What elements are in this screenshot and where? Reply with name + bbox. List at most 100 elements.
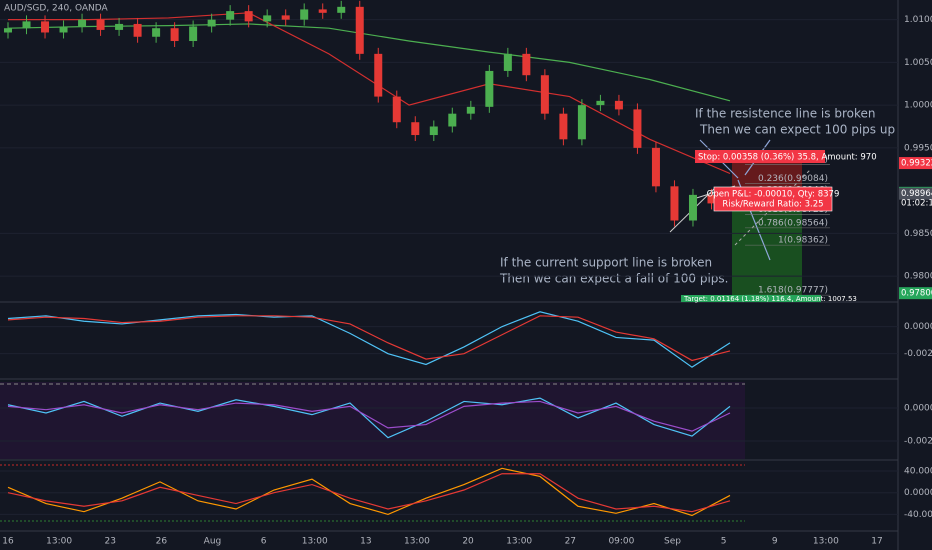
candle-body bbox=[189, 26, 198, 42]
candle-body bbox=[448, 113, 457, 127]
fib-label: 0.236(0.99084) bbox=[758, 174, 828, 184]
series-line bbox=[7, 467, 731, 517]
x-tick-label: 13:00 bbox=[404, 537, 430, 547]
candle-body bbox=[688, 194, 697, 221]
candle-body bbox=[577, 105, 586, 140]
pnl-box bbox=[713, 186, 833, 212]
candle-body bbox=[651, 147, 660, 187]
x-tick-label: 13:00 bbox=[813, 537, 839, 547]
y-tick-label: 0.98000 bbox=[904, 272, 932, 282]
x-tick-label: 09:00 bbox=[608, 537, 634, 547]
series-line bbox=[7, 311, 731, 368]
y-tick-label: 1.00500 bbox=[904, 58, 932, 68]
candle-body bbox=[670, 186, 679, 221]
candle-body bbox=[152, 28, 161, 37]
price-tag bbox=[899, 287, 932, 300]
candle-body bbox=[96, 19, 105, 30]
x-tick-label: 27 bbox=[565, 537, 576, 547]
candle-body bbox=[374, 53, 383, 97]
chart-title: AUD/SGD, 240, OANDA bbox=[4, 4, 109, 14]
x-tick-label: 26 bbox=[156, 537, 168, 547]
price-tag bbox=[899, 157, 932, 170]
candle-body bbox=[115, 23, 124, 30]
fib-label: 0.786(0.98564) bbox=[758, 218, 828, 228]
candle-body bbox=[207, 19, 216, 27]
candle-body bbox=[429, 126, 438, 136]
x-tick-label: 23 bbox=[105, 537, 116, 547]
fib-label: 1(0.98362) bbox=[778, 236, 828, 246]
indicator-band bbox=[0, 382, 745, 459]
ratio-label: Risk/Reward Ratio: 3.25 bbox=[722, 200, 823, 210]
candle-body bbox=[59, 26, 68, 33]
candle-body bbox=[485, 70, 494, 107]
x-tick-label: Sep bbox=[664, 537, 681, 547]
candle-body bbox=[355, 6, 364, 54]
x-tick-label: 20 bbox=[462, 537, 474, 547]
annotation: Then we can expect 100 pips up bbox=[699, 123, 895, 137]
annotation: Then we can expect a fall of 100 pips. bbox=[499, 272, 728, 286]
candle-body bbox=[263, 15, 272, 22]
candle-body bbox=[300, 9, 309, 20]
candle-body bbox=[244, 11, 253, 22]
pnl-label: Open P&L: -0.00010, Qty: 8379 bbox=[707, 190, 840, 200]
y-tick-label: 0.98500 bbox=[904, 229, 932, 239]
series-line bbox=[7, 397, 731, 439]
price-tag bbox=[899, 187, 932, 200]
candle-body bbox=[318, 9, 327, 13]
candle-body bbox=[707, 194, 716, 204]
x-tick-label: 17 bbox=[871, 537, 882, 547]
candle-body bbox=[540, 75, 549, 114]
candle-body bbox=[522, 53, 531, 76]
x-tick-label: 13:00 bbox=[302, 537, 328, 547]
series-line bbox=[7, 23, 731, 102]
fib-label: 1.618(0.97777) bbox=[758, 286, 828, 296]
stop-label: Stop: 0.00358 (0.36%) 35.8, Amount: 970 bbox=[698, 153, 877, 163]
x-tick-label: Aug bbox=[204, 537, 222, 547]
candle-body bbox=[466, 106, 475, 114]
candle-body bbox=[559, 113, 568, 140]
countdown: 01:02:10 bbox=[901, 199, 932, 209]
target-box bbox=[681, 295, 821, 302]
series-line bbox=[8, 12, 731, 175]
x-tick-label: 5 bbox=[721, 537, 727, 547]
price-tag-label: 0.98964 bbox=[901, 189, 932, 199]
series-line bbox=[7, 315, 731, 362]
x-tick-label: 13 bbox=[360, 537, 371, 547]
candle-body bbox=[4, 28, 12, 33]
candle-body bbox=[633, 109, 642, 148]
candle-body bbox=[337, 6, 346, 13]
series-line bbox=[7, 400, 731, 432]
x-tick-label: 16 bbox=[2, 537, 14, 547]
y-tick-label: 0.99500 bbox=[904, 143, 932, 153]
annotation: If the current support line is broken bbox=[500, 256, 712, 270]
candle-body bbox=[392, 96, 401, 123]
annotation: If the resistence line is broken bbox=[695, 107, 875, 121]
price-tag-label: 0.99322 bbox=[901, 159, 932, 169]
x-tick-label: 9 bbox=[772, 537, 778, 547]
y-tick-label: 1.00000 bbox=[904, 101, 932, 111]
series-line bbox=[7, 473, 731, 513]
candle-body bbox=[281, 15, 290, 20]
candle-body bbox=[614, 100, 623, 110]
candle-body bbox=[78, 19, 87, 27]
candle-body bbox=[226, 11, 235, 20]
candle-body bbox=[133, 23, 142, 37]
candle-body bbox=[22, 21, 31, 29]
candle-body bbox=[596, 100, 605, 106]
stop-box bbox=[695, 150, 825, 163]
candle-body bbox=[411, 122, 420, 136]
x-tick-label: 13:00 bbox=[46, 537, 72, 547]
candle-body bbox=[41, 21, 50, 33]
candle-body bbox=[170, 28, 179, 42]
candle-body bbox=[503, 53, 512, 71]
x-tick-label: 6 bbox=[261, 537, 267, 547]
